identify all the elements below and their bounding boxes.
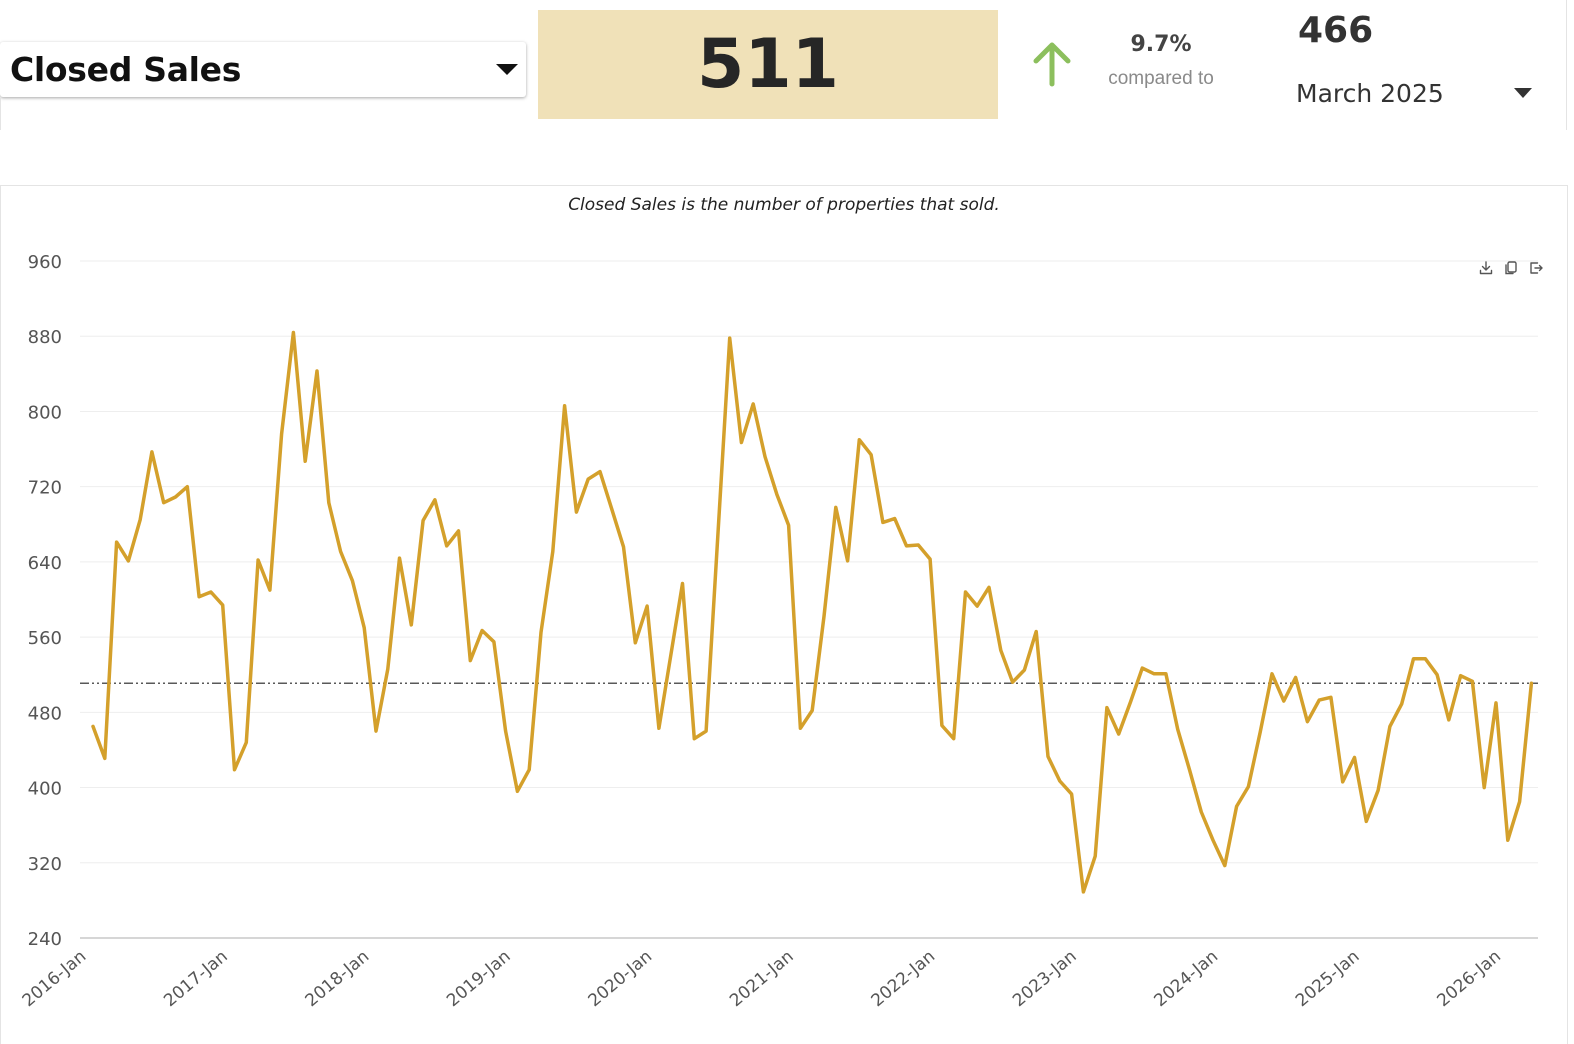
y-tick-label: 320: [28, 854, 62, 875]
copy-icon[interactable]: [1503, 260, 1519, 276]
metric-selector-label: Closed Sales: [10, 50, 242, 89]
y-tick-label: 480: [28, 703, 62, 724]
x-tick-label: 2023-Jan: [1009, 947, 1081, 1012]
export-icon[interactable]: [1528, 260, 1544, 276]
y-tick-label: 960: [28, 252, 62, 273]
arrow-up-icon: [1033, 42, 1071, 87]
current-value-box: 511: [538, 10, 998, 119]
change-percent: 9.7%: [1130, 32, 1192, 57]
chart-subtitle: Closed Sales is the number of properties…: [568, 195, 1000, 215]
y-tick-label: 400: [28, 779, 62, 800]
left-edge-divider: [0, 98, 1, 130]
y-tick-label: 240: [28, 929, 62, 950]
x-tick-label: 2022-Jan: [868, 947, 940, 1012]
x-tick-label: 2020-Jan: [585, 947, 657, 1012]
chevron-down-icon[interactable]: [1514, 88, 1532, 98]
x-tick-label: 2019-Jan: [443, 947, 515, 1012]
x-tick-label: 2024-Jan: [1151, 947, 1223, 1012]
y-tick-label: 720: [28, 478, 62, 499]
y-tick-label: 880: [28, 327, 62, 348]
chart-card: [0, 185, 1568, 1044]
x-tick-label: 2021-Jan: [726, 947, 798, 1012]
right-edge-divider: [1566, 0, 1567, 130]
series-line: [91, 330, 1534, 894]
period-selector[interactable]: March 2025: [1296, 74, 1536, 112]
compared-to-label: compared to: [1108, 68, 1214, 89]
x-tick-label: 2026-Jan: [1434, 947, 1506, 1012]
x-tick-label: 2016-Jan: [19, 947, 91, 1012]
x-tick-label: 2018-Jan: [302, 947, 374, 1012]
y-tick-label: 640: [28, 553, 62, 574]
current-value: 511: [697, 25, 839, 104]
chevron-down-icon[interactable]: [496, 64, 518, 75]
x-tick-label: 2017-Jan: [160, 947, 232, 1012]
period-selector-label: March 2025: [1296, 78, 1444, 108]
comparison-value: 466: [1298, 10, 1374, 51]
y-tick-label: 800: [28, 402, 62, 423]
x-tick-label: 2025-Jan: [1292, 947, 1364, 1012]
metric-selector[interactable]: Closed Sales: [0, 42, 526, 97]
download-icon[interactable]: [1478, 260, 1494, 276]
y-tick-label: 560: [28, 628, 62, 649]
chart-toolbar: [1478, 260, 1544, 276]
